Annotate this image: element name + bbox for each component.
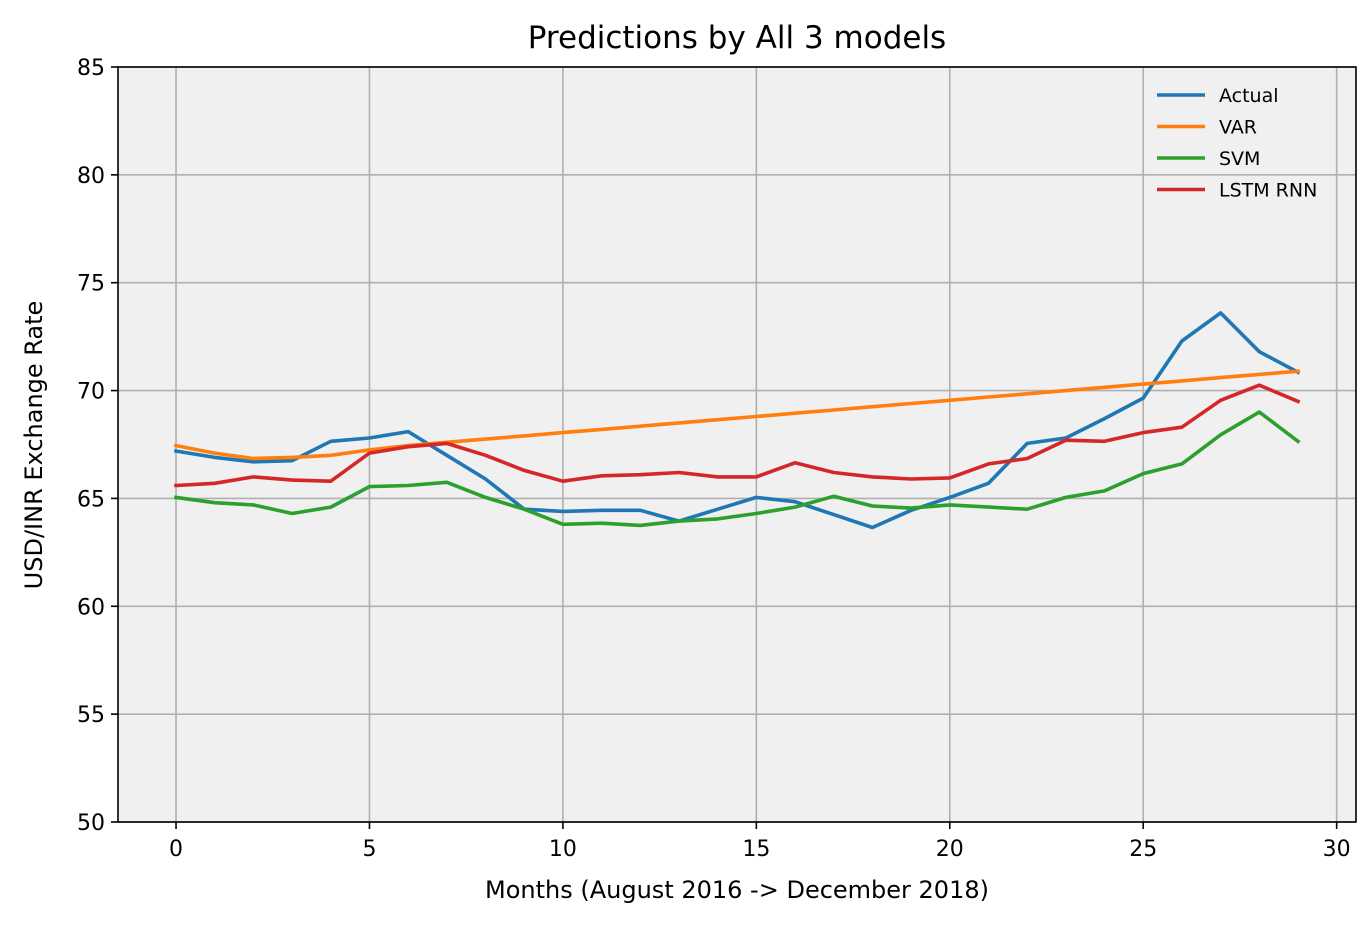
series-lines	[173, 311, 1301, 530]
x-axis-ticks: 0 5 10 15 20 25 30	[169, 822, 1351, 862]
legend-label-actual: Actual	[1219, 85, 1279, 107]
x-axis-label: Months (August 2016 -> December 2018)	[485, 876, 989, 904]
legend-label-var: VAR	[1219, 117, 1257, 139]
chart-title: Predictions by All 3 models	[528, 20, 946, 56]
y-tick-label: 50	[77, 811, 105, 836]
x-tick-label: 20	[936, 837, 964, 862]
x-tick-label: 25	[1129, 837, 1157, 862]
legend-label-svm: SVM	[1219, 148, 1260, 170]
x-tick-label: 0	[169, 837, 183, 862]
legend-label-lstm-rnn: LSTM RNN	[1219, 180, 1317, 202]
y-axis-ticks: 50 55 60 65 70 75 80 85	[77, 56, 118, 836]
series-line-var	[173, 369, 1300, 461]
plot-area-frame	[117, 66, 1357, 823]
x-tick-label: 30	[1323, 837, 1351, 862]
y-tick-label: 60	[77, 595, 105, 620]
plot-area-background	[118, 67, 1356, 822]
y-tick-label: 85	[77, 56, 105, 81]
y-axis-label: USD/INR Exchange Rate	[20, 301, 48, 590]
series-line-lstm-rnn	[174, 383, 1301, 488]
x-tick-label: 15	[742, 837, 770, 862]
y-tick-label: 75	[77, 272, 105, 297]
series-line-actual	[173, 311, 1301, 530]
y-tick-label: 55	[77, 703, 105, 728]
legend: Actual VAR SVM LSTM RNN	[1157, 85, 1317, 202]
y-tick-label: 65	[77, 487, 105, 512]
y-tick-label: 70	[77, 380, 105, 405]
x-tick-label: 10	[549, 837, 577, 862]
series-line-svm	[173, 410, 1301, 528]
x-tick-label: 5	[362, 837, 376, 862]
grid-lines	[118, 66, 1356, 823]
y-tick-label: 80	[77, 164, 105, 189]
